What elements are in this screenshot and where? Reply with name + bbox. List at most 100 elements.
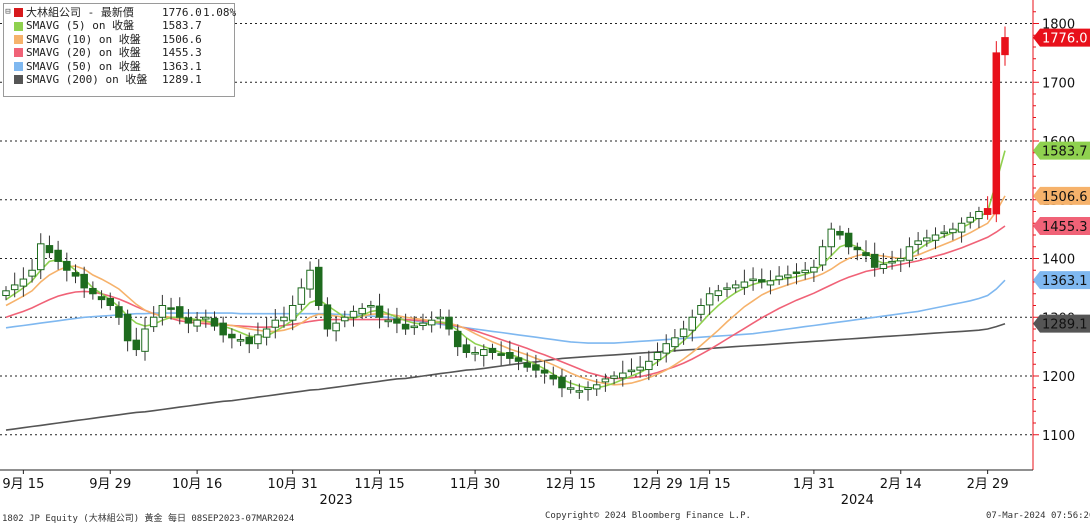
candle-body [853,246,862,251]
candle-body [175,306,184,318]
last-value-tag: 1363.1 [1033,271,1090,290]
candle-body [679,328,688,338]
candle-body [419,322,427,326]
y-tick-label: 1400 [1042,253,1075,268]
legend-row-sma5: SMAVG (5) on 收盤 1583.7 [4,19,234,32]
footer-ticker-info: 1802 JP Equity (大林組公司) 黃金 每日 08SEP2023-0… [2,514,295,524]
candle-body [393,318,401,324]
legend-label-sma20: SMAVG (20) on 收盤 [26,46,141,60]
candle-body [462,344,471,353]
candle-body [314,266,323,306]
candle-body [19,278,28,287]
candle-body [271,319,280,328]
last-value-tag-bg [1033,141,1090,160]
candle-body [71,272,80,277]
candle-body [549,374,558,380]
candle-body [784,274,792,278]
candle-body [2,290,10,297]
candle-body [349,310,358,318]
x-tick-label: 2月 29 [967,477,1009,492]
candle-body [653,352,662,361]
last-value-tag-bg [1033,217,1090,236]
candle-body [480,349,488,356]
candle-body [758,279,766,283]
candle-body [453,330,462,348]
legend-swatch-sma5 [14,21,23,31]
x-tick-label: 10月 31 [268,477,318,492]
candle-body [766,280,775,286]
candle-body [575,390,584,393]
candle-body [167,307,175,310]
candle-body [610,375,618,379]
candle-body [1001,37,1009,56]
candle-body [332,322,340,332]
last-value-tag-label: 1289.1 [1042,318,1088,333]
candle-body [384,319,392,323]
candle-body [141,328,149,352]
candle-body [931,234,940,241]
candle-body [731,284,740,289]
candle-body [80,273,88,289]
collapse-icon[interactable]: ⊟ [5,7,11,17]
legend-label-sma50: SMAVG (50) on 收盤 [26,59,141,73]
candle-body [601,378,610,383]
candle-body [115,306,123,318]
candle-body [202,316,210,320]
last-value-tag: 1583.7 [1033,141,1090,160]
candle-body [671,337,679,348]
candle-body [10,284,19,291]
last-value-tag-bg [1033,28,1090,47]
candle-body [97,296,106,301]
x-tick-label: 1月 15 [689,477,731,492]
candle-body [705,293,714,306]
candle-body [940,231,948,235]
legend-row-sma20: SMAVG (20) on 收盤 1455.3 [4,46,234,59]
candle-body [506,352,514,359]
legend-swatch-sma20 [14,48,23,58]
candle-body [844,232,853,248]
candle-body [280,316,288,322]
chart-footer: 1802 JP Equity (大林組公司) 黃金 每日 08SEP2023-0… [0,509,1090,524]
candle-body [896,258,905,262]
candle-body [28,269,36,277]
chart-legend: ⊟ 大林組公司 - 最新價 1776.0 1.08% SMAVG (5) on … [3,3,236,97]
candle-body [184,317,193,324]
candle-body [662,343,670,354]
last-value-tag-bg [1033,271,1090,290]
candle-body [862,252,870,257]
last-value-tag: 1289.1 [1033,314,1090,333]
candle-body [306,269,314,290]
y-tick-label: 1200 [1042,370,1075,385]
candle-body [367,305,375,308]
candle-body [323,304,332,330]
candle-body [63,260,71,271]
candle-body [36,243,45,271]
candle-body [497,353,505,356]
candle-body [749,278,757,282]
last-value-tag-label: 1363.1 [1042,274,1088,289]
candle-body [410,325,419,329]
candle-body [228,333,236,339]
candle-body [592,384,601,390]
footer-timestamp: 07-Mar-2024 07:56:20 [986,511,1090,521]
legend-label-price: 大林組公司 - 最新價 [26,6,134,19]
candle-body [584,387,592,391]
candle-body [688,316,697,331]
candle-body [106,297,115,307]
legend-label-sma5: SMAVG (5) on 收盤 [26,19,135,33]
candle-body [193,319,201,327]
candle-body [566,387,575,390]
candle-body [149,316,158,328]
candle-body [992,52,1001,215]
price-chart: 110012001300140015001600170018009月 159月 … [0,0,1090,508]
candle-body [427,319,436,326]
candle-body [297,287,306,305]
legend-value-sma200: 1289.1 [162,72,202,86]
last-value-tag-label: 1455.3 [1042,220,1088,235]
sma50-line [5,279,1006,344]
candle-body [818,246,827,266]
candle-body [523,362,531,368]
x-year-label: 2024 [841,493,874,508]
x-tick-label: 11月 30 [450,477,500,492]
legend-value-sma50: 1363.1 [162,59,202,73]
